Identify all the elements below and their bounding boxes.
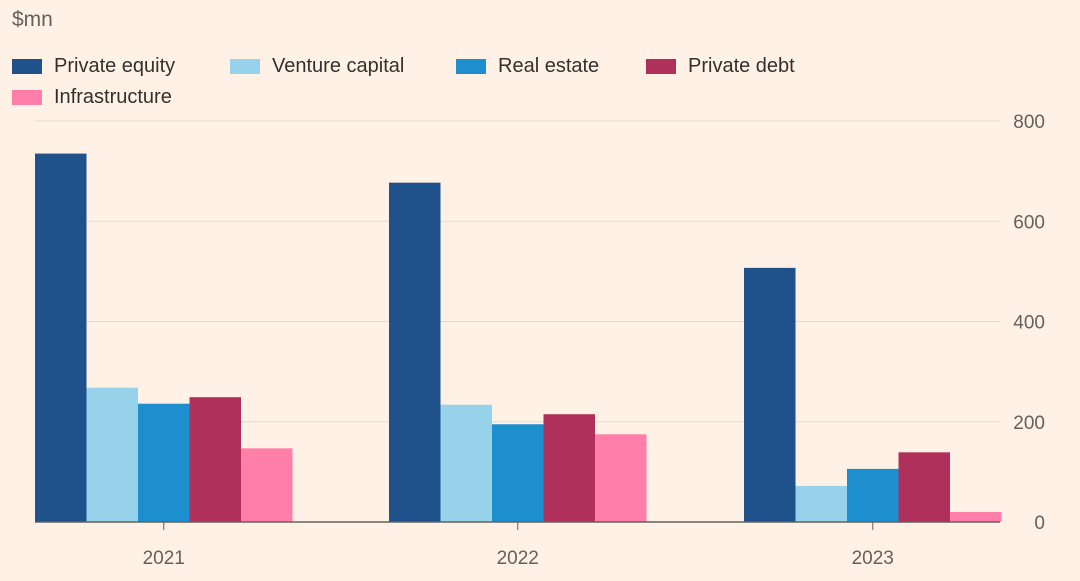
bar-private-debt-2022 bbox=[543, 414, 595, 522]
gridlines bbox=[35, 120, 1000, 423]
bar-private-debt-2023 bbox=[898, 452, 950, 522]
bar-venture-capital-2021 bbox=[86, 387, 138, 522]
bar-infrastructure-2021 bbox=[241, 448, 293, 522]
legend-label-infrastructure: Infrastructure bbox=[54, 85, 172, 108]
legend-swatch-real-estate bbox=[456, 58, 486, 74]
y-tick-label-0: 0 bbox=[1034, 513, 1045, 534]
x-axis-ticks: 2021 2022 2023 bbox=[143, 522, 894, 569]
legend-label-private-debt: Private debt bbox=[688, 54, 795, 77]
bar-infrastructure-2022 bbox=[595, 434, 647, 522]
x-tick-label-2021: 2021 bbox=[143, 548, 185, 569]
legend-row-1: Private equity Venture capital Real esta… bbox=[12, 52, 912, 83]
y-tick-label-200: 200 bbox=[1013, 413, 1045, 434]
bar-venture-capital-2023 bbox=[795, 485, 847, 522]
legend-row-2: Infrastructure bbox=[12, 83, 912, 114]
bar-real-estate-2022 bbox=[492, 424, 544, 522]
bar-group-2022 bbox=[389, 182, 647, 522]
legend-item-venture-capital: Venture capital bbox=[230, 52, 404, 80]
bar-private-debt-2021 bbox=[189, 397, 241, 522]
legend-label-private-equity: Private equity bbox=[54, 54, 176, 77]
bar-group-2021 bbox=[35, 153, 293, 523]
y-tick-label-600: 600 bbox=[1013, 212, 1045, 233]
legend-swatch-private-debt bbox=[646, 58, 676, 74]
x-tick-label-2022: 2022 bbox=[497, 548, 539, 569]
legend-item-real-estate: Real estate bbox=[456, 52, 599, 80]
chart-legend: Private equity Venture capital Real esta… bbox=[12, 52, 912, 114]
bar-venture-capital-2022 bbox=[440, 404, 492, 522]
legend-item-private-equity: Private equity bbox=[12, 52, 175, 80]
y-axis-ticks: 0 200 400 600 800 bbox=[1013, 112, 1045, 534]
bars bbox=[35, 153, 1002, 523]
y-axis-unit-label: $mn bbox=[12, 8, 53, 31]
legend-swatch-venture-capital bbox=[230, 58, 260, 74]
bar-real-estate-2021 bbox=[138, 403, 190, 522]
bar-private-equity-2023 bbox=[744, 267, 796, 522]
bar-private-equity-2021 bbox=[35, 153, 87, 523]
bar-group-2023 bbox=[744, 267, 1002, 522]
legend-swatch-private-equity bbox=[12, 58, 42, 74]
x-tick-label-2023: 2023 bbox=[852, 548, 894, 569]
y-tick-label-800: 800 bbox=[1013, 112, 1045, 133]
bar-infrastructure-2023 bbox=[950, 511, 1002, 522]
legend-item-private-debt: Private debt bbox=[646, 52, 795, 80]
bar-private-equity-2022 bbox=[389, 182, 441, 522]
legend-label-venture-capital: Venture capital bbox=[272, 54, 405, 77]
legend-swatch-infrastructure bbox=[12, 89, 42, 105]
y-tick-label-400: 400 bbox=[1013, 313, 1045, 334]
legend-label-real-estate: Real estate bbox=[498, 54, 600, 77]
legend-item-infrastructure: Infrastructure bbox=[12, 83, 172, 111]
bar-real-estate-2023 bbox=[847, 468, 899, 522]
